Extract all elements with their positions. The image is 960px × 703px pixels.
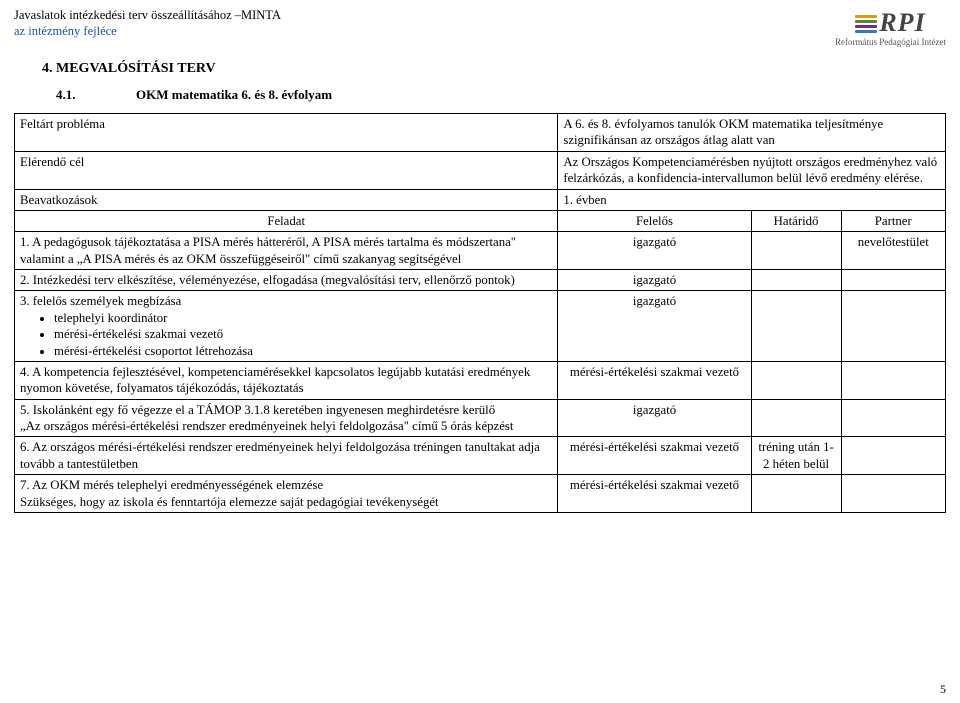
- cell-felelos: mérési-értékelési szakmai vezető: [558, 475, 751, 513]
- logo-abbr: RPI: [879, 8, 925, 37]
- label-problem: Feltárt probléma: [15, 114, 558, 152]
- cell-felelos: igazgató: [558, 270, 751, 291]
- row-problem: Feltárt probléma A 6. és 8. évfolyamos t…: [15, 114, 946, 152]
- table-row: 1. A pedagógusok tájékoztatása a PISA mé…: [15, 232, 946, 270]
- cell-feladat: 5. Iskolánként egy fő végezze el a TÁMOP…: [15, 399, 558, 437]
- cell-felelos: mérési-értékelési szakmai vezető: [558, 361, 751, 399]
- table-row: 3. felelős személyek megbízása telephelyi…: [15, 291, 946, 362]
- table-header-row: Feladat Felelős Határidő Partner: [15, 210, 946, 231]
- cell-hatarido: [751, 270, 841, 291]
- row-interventions: Beavatkozások 1. évben: [15, 189, 946, 210]
- col-header-hatarido: Határidő: [751, 210, 841, 231]
- doc-title: Javaslatok intézkedési terv összeállítás…: [14, 8, 281, 23]
- cell-feladat: 2. Intézkedési terv elkészítése, vélemén…: [15, 270, 558, 291]
- task-bullets: telephelyi koordinátormérési-értékelési …: [44, 310, 552, 359]
- cell-felelos: igazgató: [558, 399, 751, 437]
- cell-hatarido: [751, 361, 841, 399]
- cell-felelos: igazgató: [558, 291, 751, 362]
- list-item: mérési-értékelési csoportot létrehozása: [54, 343, 552, 359]
- row-goal: Elérendő cél Az Országos Kompetenciaméré…: [15, 151, 946, 189]
- col-header-felelos: Felelős: [558, 210, 751, 231]
- cell-hatarido: tréning után 1-2 héten belül: [751, 437, 841, 475]
- cell-hatarido: [751, 232, 841, 270]
- logo-stripes-icon: [855, 15, 877, 35]
- label-goal: Elérendő cél: [15, 151, 558, 189]
- section-heading-2: 4.1.OKM matematika 6. és 8. évfolyam: [56, 87, 946, 103]
- cell-feladat: 3. felelős személyek megbízása telephelyi…: [15, 291, 558, 362]
- doc-header: Javaslatok intézkedési terv összeállítás…: [14, 8, 281, 39]
- rpi-logo: RPI Református Pedagógiai Intézet: [835, 8, 946, 47]
- text-interventions: 1. évben: [558, 189, 946, 210]
- cell-feladat: 1. A pedagógusok tájékoztatása a PISA mé…: [15, 232, 558, 270]
- table-row: 7. Az OKM mérés telephelyi eredményesség…: [15, 475, 946, 513]
- table-row: 5. Iskolánként egy fő végezze el a TÁMOP…: [15, 399, 946, 437]
- cell-felelos: mérési-értékelési szakmai vezető: [558, 437, 751, 475]
- task-text: 6. Az országos mérési-értékelési rendsze…: [20, 440, 540, 470]
- plan-table: Feltárt probléma A 6. és 8. évfolyamos t…: [14, 113, 946, 513]
- cell-partner: [841, 270, 946, 291]
- task-text: 5. Iskolánként egy fő végezze el a TÁMOP…: [20, 403, 513, 433]
- col-header-feladat: Feladat: [15, 210, 558, 231]
- cell-partner: nevelőtestület: [841, 232, 946, 270]
- cell-hatarido: [751, 291, 841, 362]
- cell-hatarido: [751, 475, 841, 513]
- cell-feladat: 4. A kompetencia fejlesztésével, kompete…: [15, 361, 558, 399]
- section-heading-1: 4. MEGVALÓSÍTÁSI TERV: [42, 61, 946, 77]
- text-goal: Az Országos Kompetenciamérésben nyújtott…: [558, 151, 946, 189]
- task-text: 2. Intézkedési terv elkészítése, vélemén…: [20, 273, 515, 287]
- text-problem: A 6. és 8. évfolyamos tanulók OKM matema…: [558, 114, 946, 152]
- table-row: 2. Intézkedési terv elkészítése, vélemén…: [15, 270, 946, 291]
- page-number: 5: [940, 682, 946, 697]
- cell-partner: [841, 361, 946, 399]
- logo-fullname: Református Pedagógiai Intézet: [835, 38, 946, 47]
- task-text: 1. A pedagógusok tájékoztatása a PISA mé…: [20, 235, 516, 265]
- list-item: mérési-értékelési szakmai vezető: [54, 326, 552, 342]
- cell-partner: [841, 437, 946, 475]
- table-row: 6. Az országos mérési-értékelési rendsze…: [15, 437, 946, 475]
- cell-feladat: 6. Az országos mérési-értékelési rendsze…: [15, 437, 558, 475]
- cell-feladat: 7. Az OKM mérés telephelyi eredményesség…: [15, 475, 558, 513]
- list-item: telephelyi koordinátor: [54, 310, 552, 326]
- cell-partner: [841, 475, 946, 513]
- cell-partner: [841, 399, 946, 437]
- cell-felelos: igazgató: [558, 232, 751, 270]
- cell-hatarido: [751, 399, 841, 437]
- task-text: 3. felelős személyek megbízása: [20, 294, 181, 308]
- cell-partner: [841, 291, 946, 362]
- doc-subtitle: az intézmény fejléce: [14, 24, 281, 39]
- task-text: 7. Az OKM mérés telephelyi eredményesség…: [20, 478, 439, 508]
- table-row: 4. A kompetencia fejlesztésével, kompete…: [15, 361, 946, 399]
- task-text: 4. A kompetencia fejlesztésével, kompete…: [20, 365, 530, 395]
- section-title: OKM matematika 6. és 8. évfolyam: [136, 87, 332, 102]
- label-interventions: Beavatkozások: [15, 189, 558, 210]
- section-number: 4.1.: [56, 87, 136, 103]
- col-header-partner: Partner: [841, 210, 946, 231]
